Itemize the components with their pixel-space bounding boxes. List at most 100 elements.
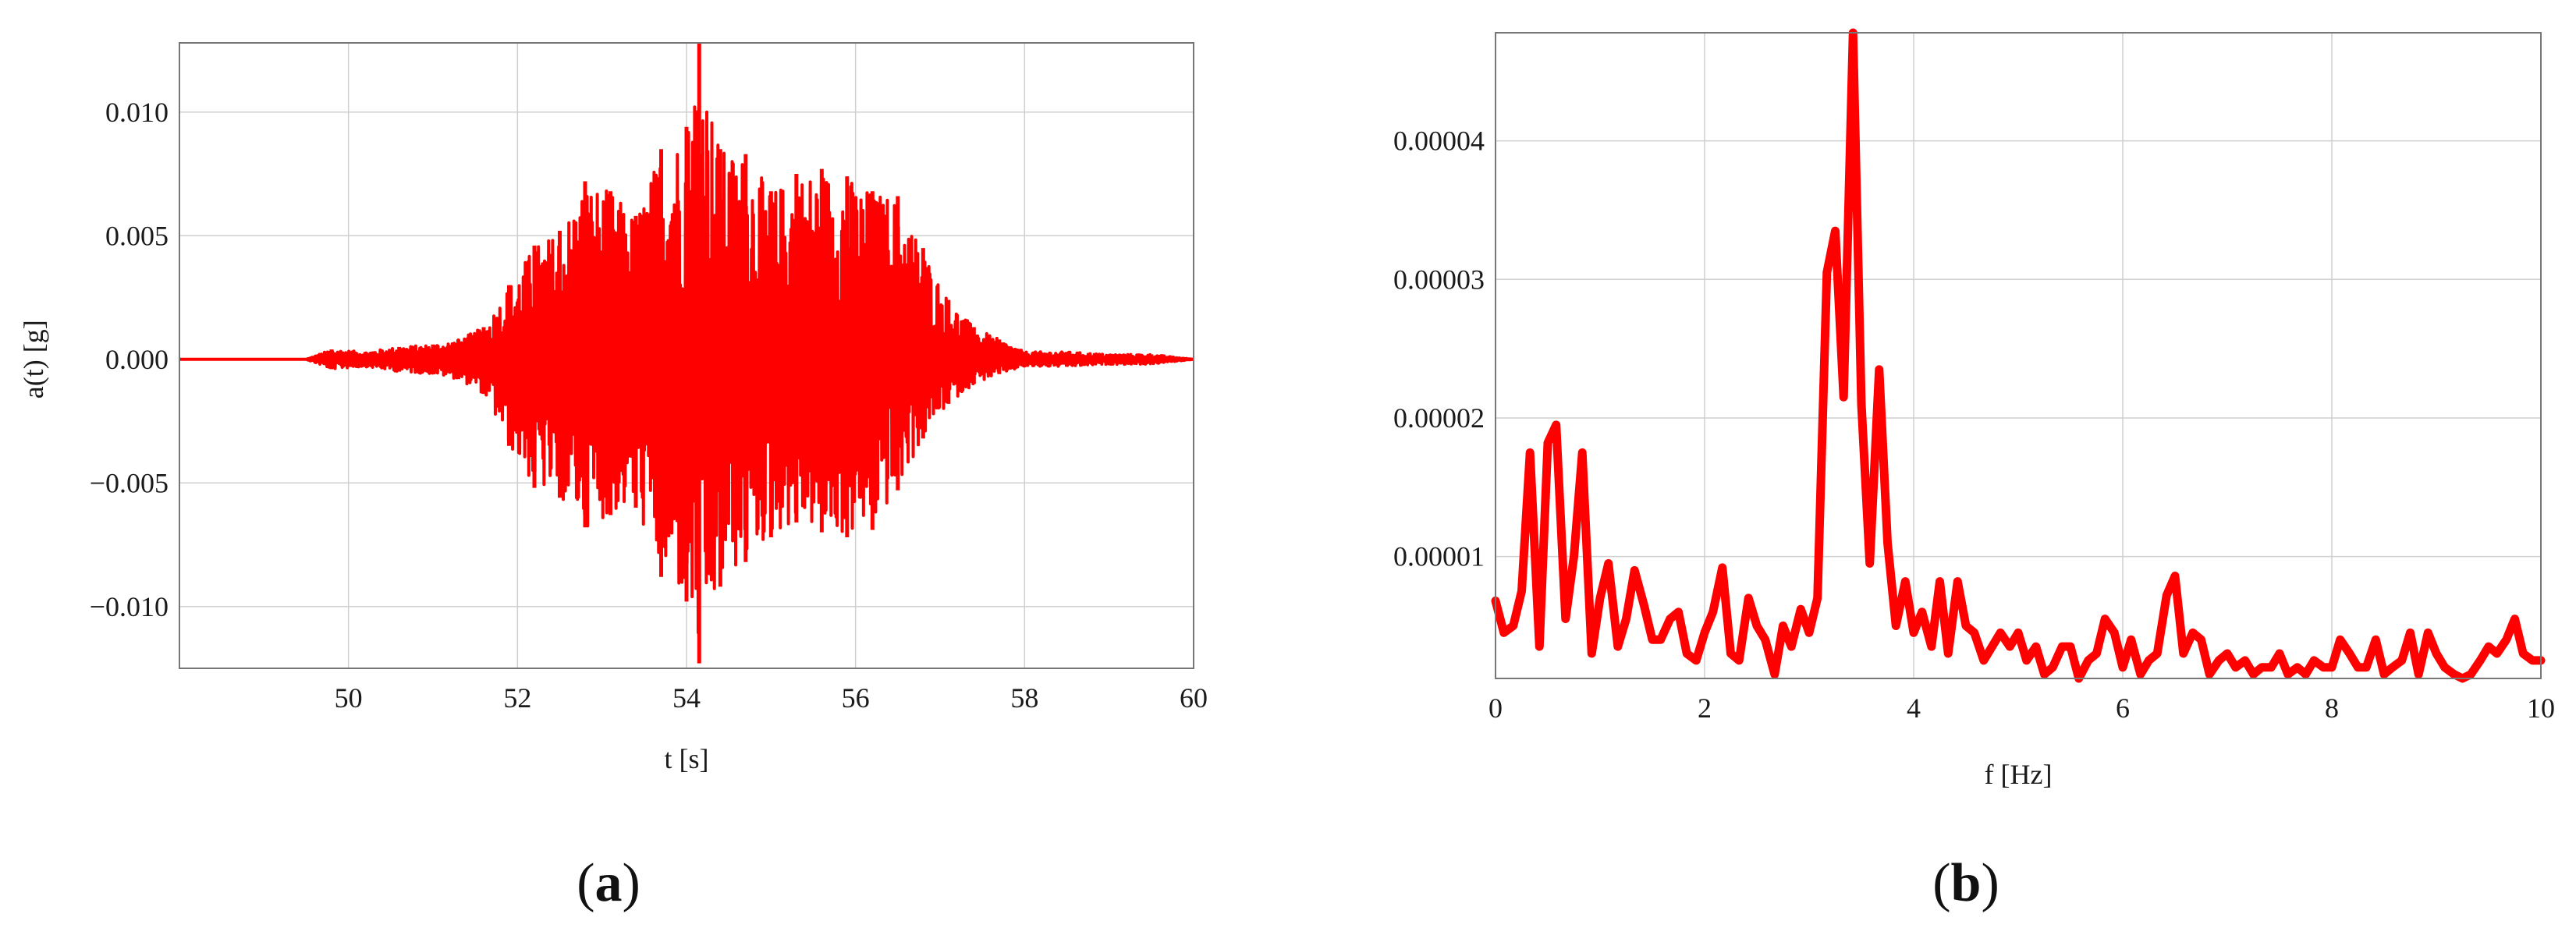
panel-a-caption-close-paren: ) [623,853,640,913]
panel-b-data-point [1581,452,1583,453]
panel-b-data-point [1565,618,1567,620]
panel-b-data-point [1599,597,1601,599]
panel-b-data-point [1861,403,1862,405]
panel-b-data-point [2253,674,2254,675]
panel-b-data-point [2365,667,2367,668]
panel-b-data-point [1521,590,1522,592]
b-x-tick-label: 0 [1488,692,1503,724]
b-x-tick-label: 8 [2325,692,2339,724]
panel-b-data-point [2227,653,2228,654]
panel-b-data-point [1790,646,1792,647]
panel-b-data-point [2148,660,2149,661]
panel-b-data-point [2035,646,2037,647]
panel-b-data-point [2436,653,2437,654]
panel-a-x-axis-label: t [s] [665,743,709,774]
panel-b-data-point [1730,653,1731,654]
panel-b-data-point [1869,563,1871,565]
panel-b-y-tick-labels: 0.00001 0.00002 0.00003 0.00004 [1393,126,1485,572]
b-y-tick-label: 0.00001 [1393,541,1485,572]
panel-b-data-point [2392,667,2393,668]
panel-b-x-tick-labels: 0 2 4 6 8 10 [1488,692,2555,724]
panel-b-data-point [2496,653,2498,654]
panel-b-data-point [1626,618,1627,620]
b-x-tick-label: 10 [2527,692,2555,724]
a-y-tick-label: −0.010 [90,591,169,622]
panel-b-data-point [2506,639,2507,640]
panel-b-data-point [2192,632,2194,633]
a-x-tick-label: 58 [1010,682,1038,714]
panel-b-data-point [2427,632,2429,633]
panel-b-data-point [1538,646,1540,647]
panel-b-caption-open-paren: ( [1932,853,1950,913]
panel-b-data-point [1947,653,1949,654]
panel-b-data-point [1957,581,1958,583]
panel-b-data-point [2235,667,2237,668]
panel-a-caption-open-paren: ( [577,853,594,913]
panel-b-data-point [1660,639,1662,640]
panel-b-data-point [2209,674,2210,675]
b-x-tick-label: 6 [2116,692,2130,724]
a-y-tick-label: −0.005 [90,467,169,498]
panel-b-data-point [1617,646,1619,647]
panel-b-data-point [1712,611,1714,613]
panel-b-data-point [1931,646,1932,647]
b-y-tick-label: 0.00002 [1393,402,1485,434]
panel-b-data-point [2113,632,2115,633]
panel-b-data-point [1591,653,1592,654]
panel-b-data-point [1652,639,1653,640]
panel-b-data-point [2166,594,2167,596]
panel-b-data-point [2044,674,2045,675]
panel-b-series-line [1491,28,2546,683]
panel-b-data-point [1747,597,1749,599]
panel-b-data-point [1895,625,1897,626]
b-x-tick-label: 4 [1907,692,1921,724]
a-x-tick-label: 52 [503,682,531,714]
panel-a-caption-letter: a [595,853,623,913]
a-y-tick-label: 0.010 [105,97,169,128]
panel-b-data-point [1817,597,1818,599]
panel-b-data-point [2313,660,2315,661]
panel-b-data-point [2017,632,2019,633]
panel-b-data-point [2183,653,2184,654]
panel-b-data-point [2349,653,2351,654]
panel-b-data-point [1503,632,1505,633]
panel-b-data-point [1965,625,1967,626]
panel-b-data-point [1939,581,1940,583]
a-x-tick-label: 60 [1180,682,1208,714]
panel-a-y-tick-labels: −0.010 −0.005 0.000 0.005 0.010 [90,97,169,622]
b-y-tick-label: 0.00003 [1393,264,1485,295]
panel-a-acceleration-chart: 50 52 54 56 58 60 −0.010 −0.005 0.000 0.005 0.010… [18,42,1208,913]
panel-b-data-point [1669,618,1671,620]
panel-b-plot-frame [1495,32,2542,679]
panel-b-data-point [1921,611,1923,613]
panel-b-data-point [1974,632,1975,633]
panel-b-data-point [2201,639,2202,640]
a-y-tick-label: 0.005 [105,220,169,251]
panel-a-x-tick-labels: 50 52 54 56 58 60 [335,682,1208,714]
panel-b-data-point [1999,632,2001,633]
panel-b-grid [1495,33,2542,678]
panel-b-data-point [1983,660,1985,661]
panel-b-data-point [1843,396,1844,398]
panel-b-data-point [1738,660,1740,661]
panel-b-spectrum-chart: 0 2 4 6 8 10 0.00001 0.00002 0.00003 0.00004 f [… [1393,28,2555,913]
panel-b-x-axis-label: f [Hz] [1985,759,2053,790]
panel-b-data-point [2287,674,2289,675]
a-y-tick-label: 0.000 [105,344,169,375]
panel-b-data-point [1835,230,1836,232]
panel-b-data-point [2096,653,2097,654]
panel-b-data-point [2444,667,2446,668]
panel-b-data-point [2070,646,2071,647]
a-x-tick-label: 56 [842,682,870,714]
panel-b-data-point [1887,542,1888,544]
panel-b-data-point [2522,653,2524,654]
panel-b-data-point [1547,442,1549,444]
panel-b-data-point [2104,618,2106,620]
panel-a-plot-frame [179,42,1194,669]
panel-b-data-point [1695,660,1697,661]
panel-b-data-point [1529,452,1531,453]
panel-b-data-point [2026,660,2028,661]
panel-b-data-point [1756,625,1758,626]
panel-a-caption-label: (a) [577,853,640,913]
